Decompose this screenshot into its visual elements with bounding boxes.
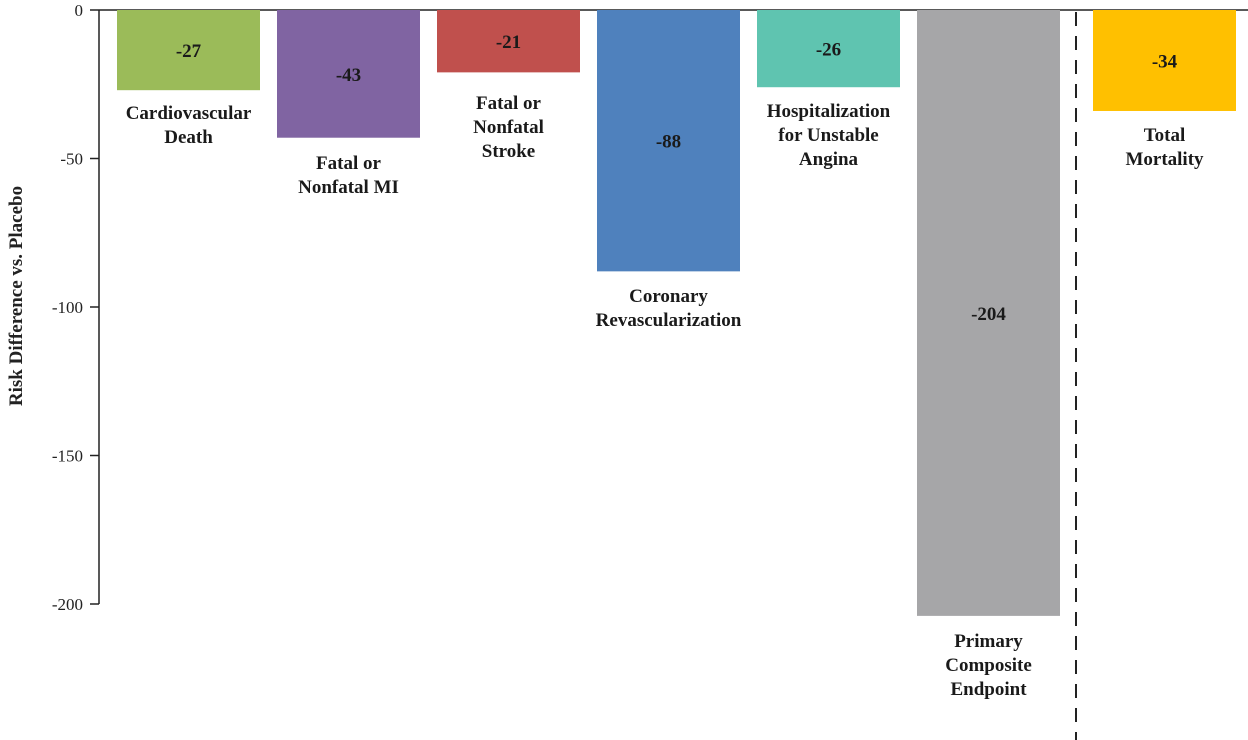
category-label: Death — [164, 127, 213, 148]
bar-value-label: -27 — [176, 41, 202, 62]
category-labels: Cardiovascular Death Fatal or Nonfatal MI Fa… — [126, 93, 1204, 700]
category-label: Composite — [945, 655, 1032, 676]
y-axis-title: Risk Difference vs. Placebo — [6, 186, 27, 406]
bar-value-label: -26 — [816, 40, 841, 61]
bar-value-label: -21 — [496, 32, 521, 53]
y-tick-label: -50 — [60, 150, 83, 169]
category-label: Hospitalization — [767, 101, 891, 122]
category-label: Total — [1144, 125, 1186, 146]
bar-1 — [277, 10, 420, 138]
bar-6 — [1093, 10, 1236, 111]
category-label: Primary — [954, 631, 1023, 652]
category-label: Endpoint — [950, 679, 1027, 700]
category-label: Coronary — [629, 286, 708, 307]
y-tick-label: -150 — [52, 447, 83, 466]
category-label: Nonfatal — [473, 117, 544, 138]
bar-0 — [117, 10, 260, 91]
category-label: Fatal or — [476, 93, 541, 114]
bar-value-label: -34 — [1152, 51, 1178, 72]
bar-4 — [757, 10, 900, 88]
y-tick-label: -200 — [52, 595, 83, 614]
bar-value-labels: -27 -43 -21 -88 -26 -204 -34 — [176, 32, 1178, 325]
y-axis: 0 -50 -100 -150 -200 — [52, 1, 100, 614]
category-label: Cardiovascular — [126, 103, 252, 124]
category-label: Angina — [799, 149, 859, 170]
category-label: Fatal or — [316, 153, 381, 174]
category-label: Nonfatal MI — [298, 177, 399, 198]
category-label: Mortality — [1125, 149, 1204, 170]
category-label: Revascularization — [596, 310, 742, 331]
y-tick-label: -100 — [52, 298, 83, 317]
bar-3 — [597, 10, 740, 272]
bar-value-label: -43 — [336, 65, 361, 86]
bar-5 — [917, 10, 1060, 616]
category-label: Stroke — [482, 141, 535, 162]
bar-2 — [437, 10, 580, 73]
bar-value-label: -88 — [656, 132, 681, 153]
bar-value-label: -204 — [971, 304, 1006, 325]
category-label: for Unstable — [778, 125, 878, 146]
bar-series — [117, 10, 1236, 616]
y-tick-label: 0 — [75, 1, 84, 20]
